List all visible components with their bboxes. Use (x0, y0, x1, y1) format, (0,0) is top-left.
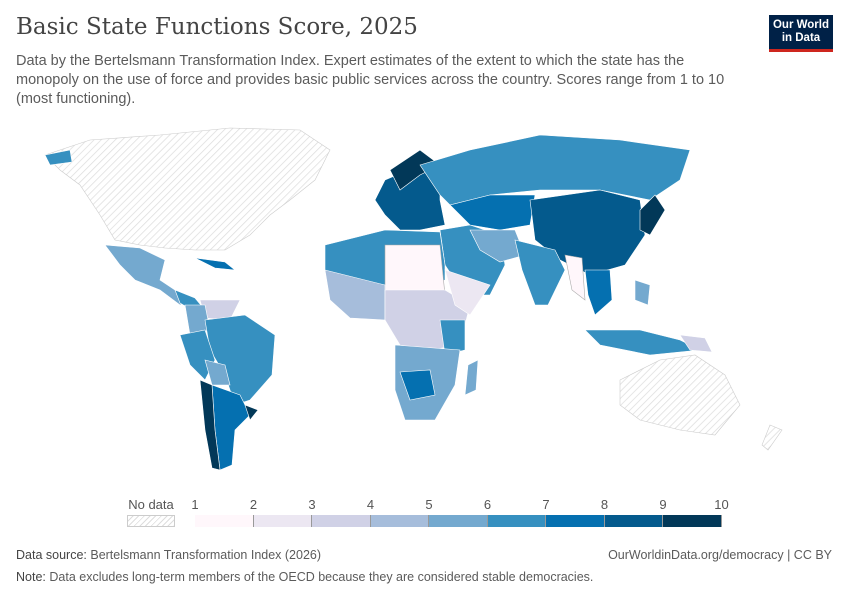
region-southeast-asia (584, 269, 613, 316)
note-label: Note: (16, 570, 46, 584)
legend-tick: 8 (600, 497, 609, 512)
world-map[interactable] (0, 110, 850, 495)
legend-bin[interactable] (195, 515, 254, 527)
region-north-america (44, 127, 331, 251)
legend-bin[interactable] (663, 515, 722, 527)
legend-tick: 3 (308, 497, 316, 512)
source-text[interactable]: Bertelsmann Transformation Index (2026) (90, 548, 322, 562)
source-label: Data source: (16, 548, 87, 562)
region-madagascar (464, 359, 479, 396)
region-png (679, 334, 713, 353)
region-indonesia (584, 329, 702, 356)
legend-tick: 9 (659, 497, 667, 512)
region-china (529, 189, 646, 276)
region-myanmar (564, 254, 586, 301)
region-west-africa (324, 269, 386, 321)
legend-tick: 1 (191, 497, 199, 512)
logo-line1: Our World (772, 19, 829, 31)
owid-logo[interactable]: Our World in Data (769, 15, 833, 52)
region-east-africa (439, 319, 466, 356)
logo-line2: in Data (781, 32, 821, 44)
legend-no-data-label: No data (128, 497, 174, 512)
note: Note: Data excludes long-term members of… (16, 570, 593, 584)
region-bolivia (204, 359, 231, 386)
region-uruguay (244, 404, 259, 421)
region-chile (199, 379, 221, 471)
chart-title: Basic State Functions Score, 2025 (16, 14, 418, 40)
region-brazil (204, 314, 276, 406)
region-caribbean (194, 257, 236, 271)
legend-tick: 5 (425, 497, 433, 512)
region-horn-of-africa (444, 269, 491, 316)
source-url[interactable]: OurWorldinData.org/democracy | CC BY (608, 548, 832, 562)
legend-bin[interactable] (604, 515, 663, 527)
legend-bin[interactable] (429, 515, 488, 527)
region-namibia-botswana (399, 369, 436, 401)
legend-bin[interactable] (546, 515, 605, 527)
data-source: Data source: Bertelsmann Transformation … (16, 548, 321, 562)
region-alaska (44, 149, 73, 166)
legend-bin[interactable] (487, 515, 546, 527)
legend-tick: 2 (249, 497, 258, 512)
note-text: Data excludes long-term members of the O… (49, 570, 594, 584)
region-philippines (634, 279, 651, 306)
region-japan-korea (639, 194, 666, 236)
legend-bin[interactable] (312, 515, 371, 527)
legend-tick: 7 (542, 497, 550, 512)
region-iran-afghanistan (469, 229, 526, 263)
color-legend: No data 1 2 3 4 5 6 7 8 9 10 (0, 495, 850, 535)
legend-bin[interactable] (370, 515, 429, 527)
legend-tick: 10 (714, 497, 729, 512)
region-australia (619, 354, 741, 436)
region-new-zealand (761, 424, 783, 451)
legend-tick: 6 (483, 497, 492, 512)
region-russia (419, 134, 691, 206)
legend-no-data-swatch (127, 515, 175, 527)
legend-tick: 4 (366, 497, 375, 512)
region-india (514, 239, 566, 306)
chart-subtitle: Data by the Bertelsmann Transformation I… (16, 53, 725, 107)
legend-bin[interactable] (253, 515, 312, 527)
